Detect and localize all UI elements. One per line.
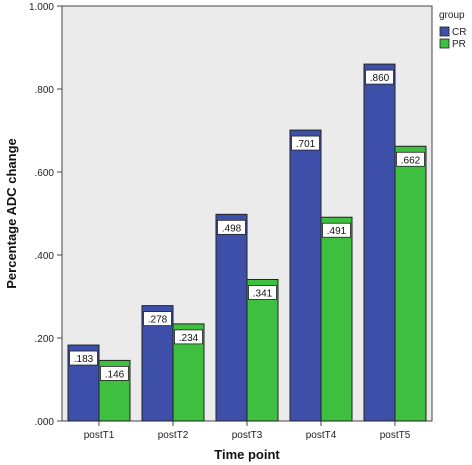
y-tick-label: .200 (35, 334, 55, 345)
data-label-box (69, 350, 98, 366)
data-label: .701 (296, 139, 316, 150)
x-tick-label: postT2 (158, 430, 189, 441)
data-label: .498 (222, 223, 242, 234)
data-label-box (322, 222, 351, 238)
bar-cr-postt5 (363, 63, 396, 422)
data-label: .183 (74, 354, 94, 365)
x-axis-title: Time point (214, 447, 280, 462)
data-label: .278 (148, 315, 168, 326)
y-tick-label: .600 (35, 168, 55, 179)
data-label-box (291, 135, 320, 151)
legend-title: group (439, 10, 465, 21)
legend-label-cr: CR (452, 27, 466, 38)
data-label-box (217, 219, 246, 235)
bar-cr-postt4 (289, 129, 322, 422)
bar-pr-postt5 (394, 145, 427, 422)
y-axis-title: Percentage ADC change (4, 138, 19, 289)
legend-label-pr: PR (452, 39, 466, 50)
x-axis: postT1 postT2 postT3 postT4 postT5 (84, 421, 411, 441)
y-axis: .000 .200 .400 .600 .800 1.000 (29, 2, 62, 428)
data-label: .662 (401, 155, 421, 166)
bar-pr-postt3 (246, 278, 279, 422)
x-tick-label: postT3 (232, 430, 263, 441)
data-label-box (248, 285, 277, 300)
y-tick-label: .800 (35, 85, 55, 96)
legend-swatch-cr (439, 26, 450, 37)
data-label-box (100, 366, 129, 381)
data-label: .860 (370, 73, 390, 84)
y-tick-label: .000 (35, 417, 55, 428)
legend-swatch-pr (439, 38, 450, 49)
x-tick-label: postT4 (306, 430, 337, 441)
data-label-box (396, 151, 425, 167)
y-tick-label: .400 (35, 251, 55, 262)
x-tick-label: postT5 (380, 430, 411, 441)
data-label: .146 (105, 369, 125, 380)
bar-pr-postt4 (320, 216, 353, 422)
y-tick-label: 1.000 (29, 2, 54, 13)
bar-cr-postt3 (215, 213, 248, 422)
data-label: .491 (327, 226, 347, 237)
data-label-box (365, 69, 394, 85)
x-tick-label: postT1 (84, 430, 115, 441)
data-label-box (143, 311, 172, 327)
data-labels-group: .183 .146 .278 .234 .498 .341 .701 .491 .860 .662 (69, 69, 425, 381)
data-label: .234 (179, 333, 199, 344)
data-label-box (174, 329, 203, 345)
data-label: .341 (253, 288, 273, 299)
